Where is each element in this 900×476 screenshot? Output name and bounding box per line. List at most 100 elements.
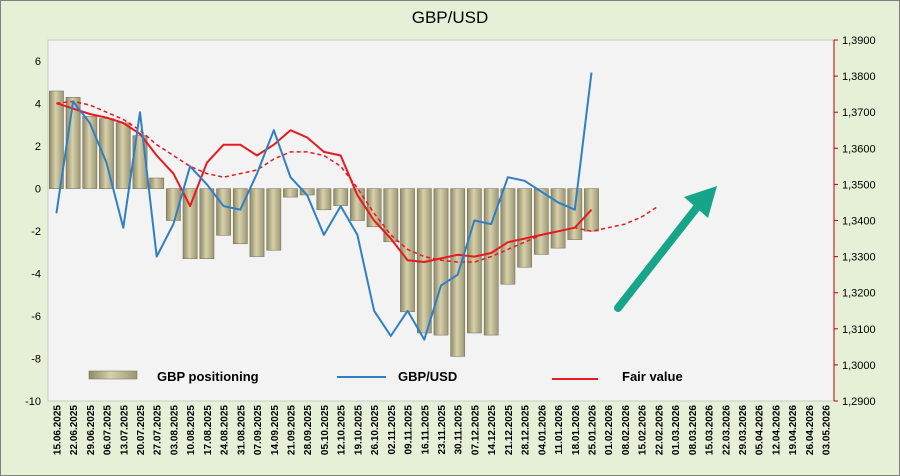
fair-value-line <box>56 102 593 263</box>
positioning-bar <box>199 188 215 259</box>
right-axis-tick-label: 1,3600 <box>842 143 876 155</box>
right-axis-tick-label: 1,3500 <box>842 179 876 191</box>
positioning-bar <box>149 177 165 189</box>
x-axis-date-label: 07.09.2025 <box>253 405 264 455</box>
positioning-bar <box>366 188 382 228</box>
x-axis-date-label: 17.08.2025 <box>203 405 214 455</box>
x-axis-date-label: 19.10.2025 <box>353 405 364 455</box>
positioning-bar <box>467 188 482 334</box>
positioning-bar <box>400 188 415 313</box>
x-axis-date-label: 14.09.2025 <box>270 405 281 455</box>
x-axis-date-label: 15.03.2026 <box>705 405 716 455</box>
x-axis-date-label: 30.11.2025 <box>454 405 465 455</box>
x-axis-date-label: 19.04.2026 <box>788 405 799 455</box>
chart-title: GBP/USD <box>411 8 489 27</box>
left-axis-tick-label: -4 <box>31 269 41 281</box>
right-axis-tick-label: 1,3000 <box>842 360 876 372</box>
x-axis-date-label: 14.12.2025 <box>487 405 498 455</box>
legend-fair-label: Fair value <box>622 369 683 384</box>
x-axis-date-label: 03.05.2026 <box>822 405 833 455</box>
x-axis-date-label: 06.07.2025 <box>103 405 114 455</box>
x-axis-date-label: 01.03.2026 <box>671 405 682 455</box>
legend-positioning-label: GBP positioning <box>157 369 259 384</box>
left-axis-tick-label: -6 <box>31 311 41 323</box>
x-axis-date-label: 24.08.2025 <box>220 405 231 455</box>
x-axis-date-label: 26.04.2026 <box>805 405 816 455</box>
right-axis-tick-label: 1,3200 <box>842 288 876 300</box>
fair-value-projection-line <box>56 100 659 263</box>
x-axis-date-label: 22.03.2026 <box>721 405 732 455</box>
right-axis-tick-label: 1,3900 <box>842 35 876 47</box>
positioning-bar <box>283 188 298 198</box>
left-axis-tick-label: -10 <box>25 396 41 408</box>
x-axis-date-label: 12.04.2026 <box>772 405 783 455</box>
right-axis-tick-label: 1,3700 <box>842 107 876 119</box>
positioning-bar <box>567 188 583 240</box>
x-axis-date-label: 22.06.2025 <box>69 405 80 455</box>
x-axis-date-label: 28.09.2025 <box>303 405 314 455</box>
x-axis-date-label: 21.12.2025 <box>504 405 515 455</box>
left-axis-tick-label: 0 <box>35 184 41 196</box>
right-axis-tick-label: 1,3100 <box>842 324 876 336</box>
x-axis-date-label: 29.06.2025 <box>86 405 97 455</box>
x-axis-date-label: 15.06.2025 <box>52 405 63 455</box>
left-axis-tick-label: 6 <box>35 56 41 68</box>
x-axis-date-label: 03.08.2025 <box>169 405 180 455</box>
legend: GBP positioning GBP/USD Fair value <box>88 369 683 384</box>
right-axis-tick-label: 1,2900 <box>842 396 876 408</box>
positioning-bar <box>115 122 131 189</box>
left-axis-tick-label: 2 <box>35 141 41 153</box>
x-axis-date-label: 25.01.2026 <box>588 405 599 455</box>
x-axis-date-label: 23.11.2025 <box>437 405 448 455</box>
positioning-bar <box>316 188 332 211</box>
x-axis-date-label: 18.01.2026 <box>571 405 582 455</box>
x-axis-date-label: 21.09.2025 <box>287 405 298 455</box>
x-axis-date-label: 13.07.2025 <box>119 405 130 455</box>
x-axis-date-label: 26.10.2025 <box>370 405 381 455</box>
x-axis-date-label: 20.07.2025 <box>136 405 147 455</box>
arrow-shaft <box>614 202 702 312</box>
x-axis-date-label: 09.11.2025 <box>404 405 415 455</box>
positioning-bar <box>500 188 516 285</box>
x-axis-date-label: 07.12.2025 <box>470 405 481 455</box>
x-axis-date-label: 01.02.2026 <box>604 405 615 455</box>
positioning-bar <box>82 116 98 189</box>
right-axis-tick-label: 1,3800 <box>842 71 876 83</box>
x-axis-date-label: 15.02.2026 <box>638 405 649 455</box>
positioning-bar <box>483 188 499 336</box>
right-axis-tick-label: 1,3300 <box>842 252 876 264</box>
positioning-bar <box>533 188 549 255</box>
x-axis-date-label: 16.11.2025 <box>420 405 431 455</box>
positioning-bar <box>49 90 64 189</box>
lines-layer <box>55 72 659 341</box>
legend-positioning-swatch <box>88 370 138 380</box>
legend-price-label: GBP/USD <box>398 369 457 384</box>
x-axis-date-label: 08.03.2026 <box>688 405 699 455</box>
x-axis-date-label: 05.04.2026 <box>755 405 766 455</box>
positioning-bar <box>383 188 399 242</box>
positioning-bar <box>333 188 349 206</box>
left-axis-tick-label: -8 <box>31 354 41 366</box>
positioning-bar <box>266 188 282 251</box>
x-axis-date-label: 12.10.2025 <box>337 405 348 455</box>
positioning-bar <box>550 188 566 249</box>
x-axis-date-label: 05.10.2025 <box>320 405 331 455</box>
x-axis-date-label: 27.07.2025 <box>153 405 164 455</box>
left-axis-tick-label: 4 <box>35 99 41 111</box>
arrow-head <box>684 186 717 218</box>
positioning-bar <box>517 188 532 268</box>
positioning-bar <box>249 188 265 257</box>
up-arrow <box>614 186 717 312</box>
positioning-bar <box>433 188 449 336</box>
x-axis-date-label: 11.01.2026 <box>554 405 565 455</box>
x-axis-date-label: 29.03.2026 <box>738 405 749 455</box>
positioning-bar <box>182 188 198 259</box>
x-axis-date-label: 31.08.2025 <box>236 405 247 455</box>
left-axis-tick-label: -2 <box>31 226 41 238</box>
x-axis-date-label: 22.02.2026 <box>654 405 665 455</box>
x-axis-date-label: 10.08.2025 <box>186 405 197 455</box>
x-axis-date-label: 04.01.2026 <box>537 405 548 455</box>
axes-layer: 6 4 2 0 -2 -4 -6 -8 -10 1,3900 1,3800 1,3700 1,3600 1… <box>25 35 876 455</box>
x-axis-date-label: 08.02.2026 <box>621 405 632 455</box>
